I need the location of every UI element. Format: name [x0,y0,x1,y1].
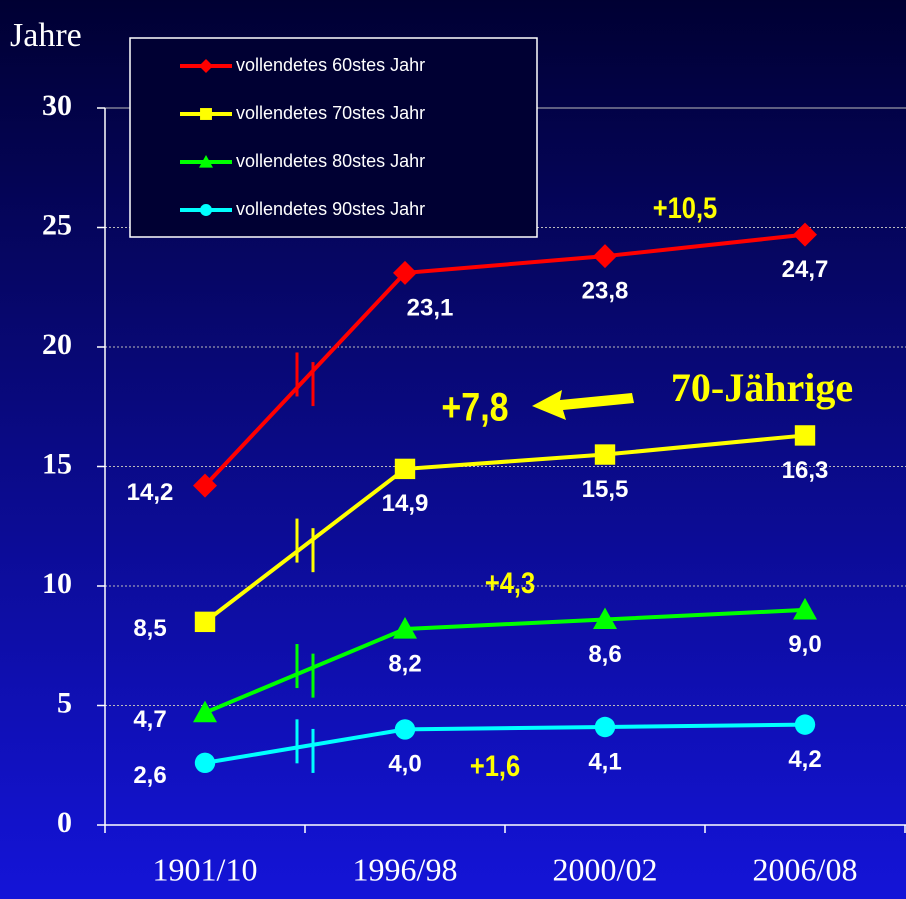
legend-marker [200,204,212,216]
legend-label: vollendetes 80stes Jahr [236,151,425,171]
point [793,597,817,620]
y-tick-label: 15 [42,447,72,480]
data-label: 14,9 [382,490,429,517]
point [593,607,617,630]
y-tick-label: 20 [42,328,72,361]
y-tick-label: 25 [42,208,72,241]
data-label: 9,0 [788,631,821,658]
legend-label: vollendetes 90stes Jahr [236,199,425,219]
data-label: 24,7 [782,256,829,283]
x-tick-label: 1996/98 [353,851,458,887]
series-line [204,722,806,765]
y-tick-label: 0 [57,806,72,839]
data-label: 4,2 [788,746,821,773]
point [394,458,416,480]
data-label: 8,6 [588,641,621,668]
data-label: 4,7 [133,706,166,733]
legend-marker [199,155,213,168]
point [594,716,616,738]
data-label: 2,6 [133,762,166,789]
legend: vollendetes 60stes Jahr vollendetes 70ste… [129,37,538,238]
point [193,700,217,723]
annotation: +4,3 [485,566,535,599]
data-label: 4,0 [388,751,421,778]
legend-marker [200,108,212,120]
point [393,617,417,639]
legend-label: vollendetes 70stes Jahr [236,103,425,123]
point [794,425,816,446]
annotation: +7,8 [441,384,508,429]
y-tick-label: 30 [42,89,72,122]
series-line [204,607,806,715]
point [793,222,817,247]
annotation: 70-Jährige [671,365,853,410]
point [393,260,417,285]
legend-box [129,37,538,238]
legend-label: vollendetes 60stes Jahr [236,55,425,75]
data-label: 14,2 [127,479,174,506]
y-tick-label: 10 [42,567,72,600]
data-label: 16,3 [782,457,829,484]
x-tick-label: 2006/08 [753,851,858,887]
annotation: +10,5 [653,191,718,224]
point [193,473,217,498]
data-label: 15,5 [582,476,629,503]
arrow [532,390,634,420]
point [593,244,617,269]
point [194,611,216,633]
series-line [203,433,806,624]
data-label: 8,2 [388,650,421,677]
x-tick-label: 1901/10 [153,851,258,887]
y-axis-label: Jahre [10,17,82,54]
annotation: +1,6 [470,749,520,782]
y-tick-label: 5 [57,686,72,719]
data-label: 23,1 [407,294,454,321]
point [594,444,616,465]
point [394,719,416,740]
data-label: 23,8 [582,278,629,305]
legend-marker [199,59,213,73]
series-line [203,232,806,487]
data-label: 8,5 [133,615,166,642]
data-label: 4,1 [588,748,621,775]
point [794,714,816,735]
x-tick-label: 2000/02 [553,851,658,887]
point [194,752,216,774]
